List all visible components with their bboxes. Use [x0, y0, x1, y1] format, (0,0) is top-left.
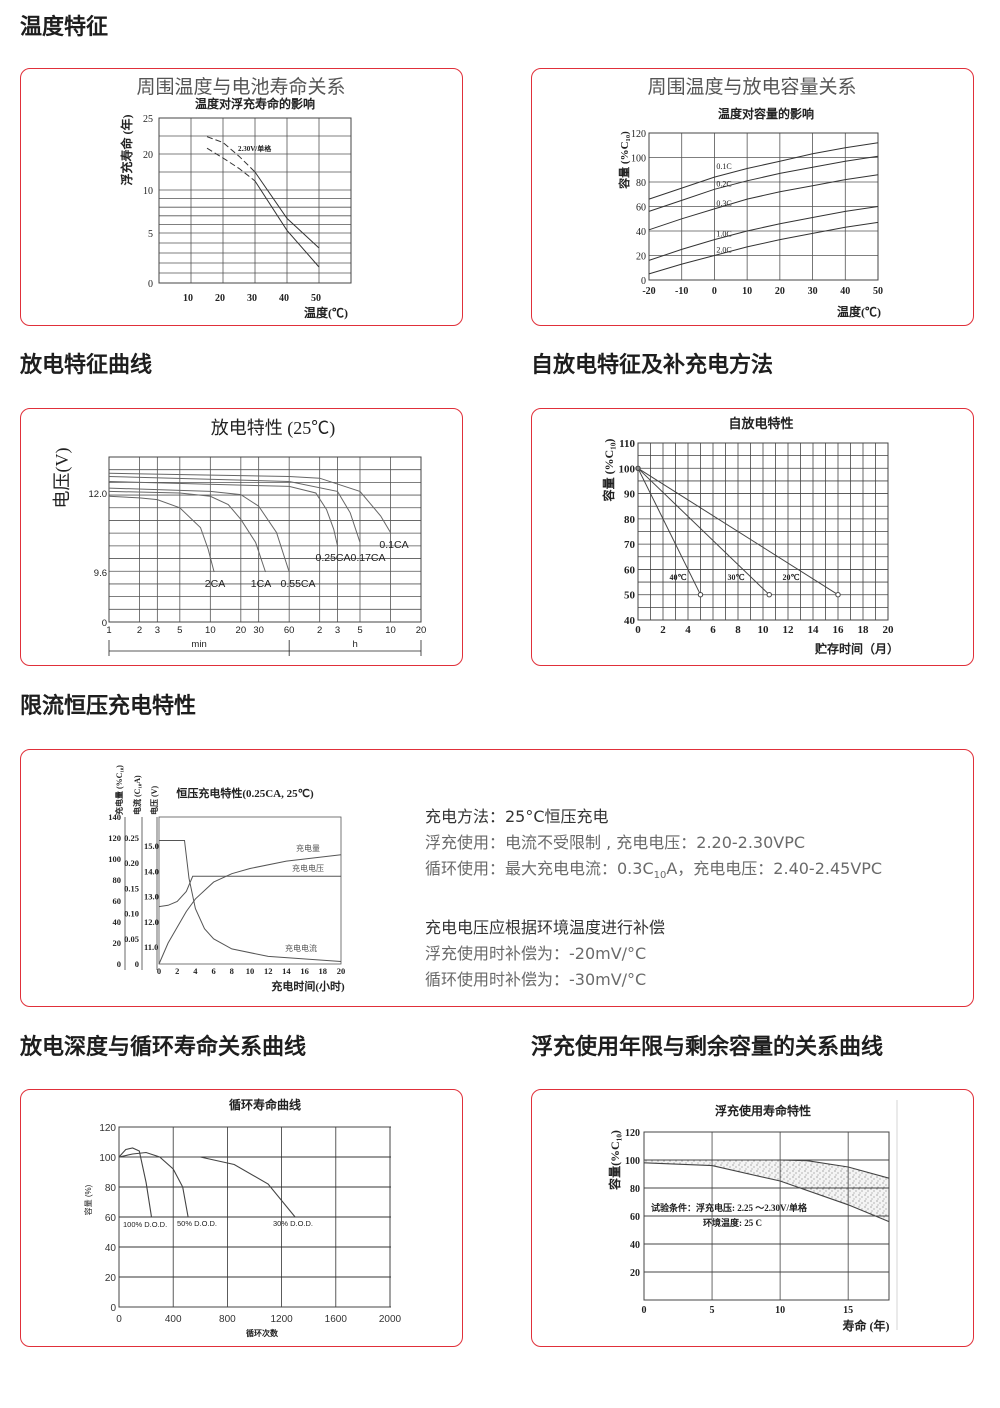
- section-heading-charging: 限流恒压充电特性: [20, 694, 197, 719]
- section-heading-temperature: 温度特征: [20, 15, 109, 40]
- cycle-use: 循环使用：最大充电电流：0.3C10A，充电电压：2.40-2.45VPC: [425, 856, 882, 889]
- float-use: 浮充使用：电流不受限制 , 充电电压：2.20-2.30VPC: [425, 833, 806, 852]
- compensation-heading: 充电电压应根据环境温度进行补偿: [425, 918, 666, 938]
- section-heading-self-discharge: 自放电特征及补充电方法: [531, 353, 774, 378]
- cycle-use-a: 循环使用：最大充电电流：0.3C: [425, 859, 654, 878]
- charging-description: 充电方法：25°C恒压充电 浮充使用：电流不受限制 , 充电电压：2.20-2.…: [425, 804, 882, 993]
- cycle-use-sub: 10: [653, 870, 667, 882]
- float-compensation: 浮充使用时补偿为：-20mV/°C: [425, 944, 647, 964]
- panel-float-life: [531, 1089, 974, 1347]
- panel-temp-capacity: [531, 68, 974, 326]
- section-heading-cycle-life: 放电深度与循环寿命关系曲线: [20, 1035, 307, 1060]
- section-heading-discharge: 放电特征曲线: [20, 353, 153, 378]
- panel-discharge: [20, 408, 463, 666]
- panel-self-discharge: [531, 408, 974, 666]
- charge-method: 充电方法：25°C恒压充电: [425, 807, 609, 826]
- panel-cycle-life: [20, 1089, 463, 1347]
- panel-temp-life: [20, 68, 463, 326]
- cycle-compensation: 循环使用时补偿为：-30mV/°C: [425, 970, 647, 990]
- section-heading-float-life: 浮充使用年限与剩余容量的关系曲线: [531, 1035, 884, 1060]
- cycle-use-b: A，充电电压：2.40-2.45VPC: [666, 859, 883, 878]
